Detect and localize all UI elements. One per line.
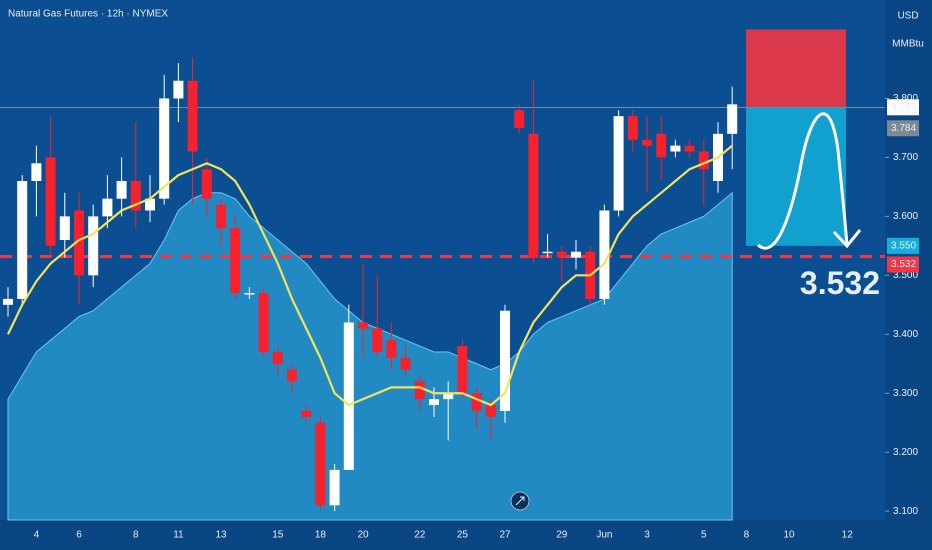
- candle-body: [244, 293, 255, 295]
- candle-body: [230, 228, 241, 294]
- replay-icon-glyph: [515, 496, 525, 506]
- candle-body: [45, 157, 56, 246]
- stop-zone: [746, 29, 846, 108]
- currency: USD: [897, 11, 918, 22]
- candle-body: [500, 310, 510, 411]
- candle-body: [272, 351, 283, 364]
- candle-body: [571, 251, 581, 258]
- candle-body: [485, 405, 496, 417]
- x-tick-label: 22: [414, 530, 426, 541]
- candle-body: [301, 410, 312, 417]
- candle-body: [59, 216, 70, 240]
- price-tag: [887, 120, 919, 137]
- candle-body: [31, 163, 42, 181]
- x-tick-label: 8: [133, 530, 139, 541]
- candle-body: [372, 328, 383, 352]
- candle-body: [400, 357, 411, 370]
- candle-body: [187, 80, 198, 152]
- x-tick-label: 12: [842, 530, 854, 541]
- price-tag-label: 3.785: [891, 102, 916, 113]
- x-tick-label: 25: [457, 530, 469, 541]
- candle-body: [88, 216, 99, 276]
- chart-title: Natural Gas Futures · 12h · NYMEX: [8, 9, 168, 20]
- x-tick-label: 13: [215, 530, 227, 541]
- candle-body: [429, 399, 439, 406]
- candle-body: [670, 145, 681, 152]
- price-tag: [887, 237, 919, 254]
- y-tick-label: 3.500: [893, 270, 918, 281]
- price-tag: [887, 99, 919, 116]
- candle-body: [542, 251, 553, 254]
- x-tick-label: 15: [272, 530, 284, 541]
- candle-body: [287, 369, 297, 382]
- candle-body: [201, 169, 212, 199]
- candle-body: [258, 293, 269, 352]
- price-tag: [887, 256, 919, 273]
- moving-average: [7, 144, 733, 407]
- candle-body: [556, 251, 567, 258]
- candle-body: [116, 180, 127, 199]
- x-tick-label: 5: [701, 530, 707, 541]
- x-tick-label: 29: [556, 530, 568, 541]
- candle-body: [457, 346, 468, 394]
- y-tick-label: 3.600: [893, 211, 918, 222]
- candle-body: [386, 340, 397, 358]
- x-tick-label: 10: [783, 530, 795, 541]
- x-tick-label: 8: [744, 530, 750, 541]
- candle-body: [414, 381, 425, 400]
- unit: MMBtu: [892, 39, 924, 50]
- candle-body: [159, 98, 170, 199]
- candle-body: [3, 298, 13, 305]
- x-tick-label: 20: [357, 530, 369, 541]
- target-zone: [746, 107, 846, 246]
- y-tick-label: 3.200: [893, 447, 918, 458]
- price-tag-label: 3.784: [891, 123, 916, 134]
- x-tick-label: 11: [173, 530, 184, 541]
- candle-body: [528, 133, 539, 258]
- candle-body: [17, 180, 28, 299]
- candle-body: [698, 151, 709, 170]
- price-tag-label: 3.532: [891, 259, 916, 270]
- price-tag-label: 3.550: [891, 240, 916, 251]
- x-tick-label: 4: [34, 530, 40, 541]
- candle-body: [627, 116, 638, 140]
- candle-body: [613, 116, 624, 211]
- y-tick-label: 3.700: [893, 152, 918, 163]
- candle-body: [329, 469, 340, 506]
- candle-body: [145, 198, 155, 211]
- candle-body: [443, 393, 454, 400]
- y-tick-label: 3.400: [893, 329, 918, 340]
- y-tick-label: 3.300: [893, 388, 918, 399]
- candle-body: [173, 80, 184, 99]
- candle-body: [684, 145, 695, 152]
- candle-body: [642, 139, 652, 146]
- x-tick-label: Jun: [596, 530, 612, 541]
- price-line-callout: 3.532: [800, 265, 880, 301]
- price-axis: [885, 0, 932, 550]
- drawn-arrow: [757, 112, 862, 250]
- candle-body: [656, 133, 667, 158]
- time-axis: [0, 520, 885, 550]
- candle-body: [216, 204, 226, 229]
- candle-body: [102, 198, 113, 217]
- x-tick-label: 27: [499, 530, 511, 541]
- x-tick-label: 3: [644, 530, 650, 541]
- candle-body: [599, 210, 610, 299]
- candle-body: [130, 180, 141, 211]
- plot: [0, 29, 885, 521]
- candle-body: [343, 322, 354, 470]
- x-tick-label: 18: [315, 530, 327, 541]
- candle-body: [471, 393, 482, 411]
- y-tick-label: 3.100: [893, 506, 918, 517]
- candle-body: [315, 422, 326, 506]
- candle-body: [727, 104, 738, 134]
- candle-body: [514, 110, 525, 128]
- candle-body: [358, 322, 368, 329]
- x-tick-label: 6: [76, 530, 82, 541]
- candle-body: [74, 210, 84, 276]
- y-tick-label: 3.800: [893, 93, 918, 104]
